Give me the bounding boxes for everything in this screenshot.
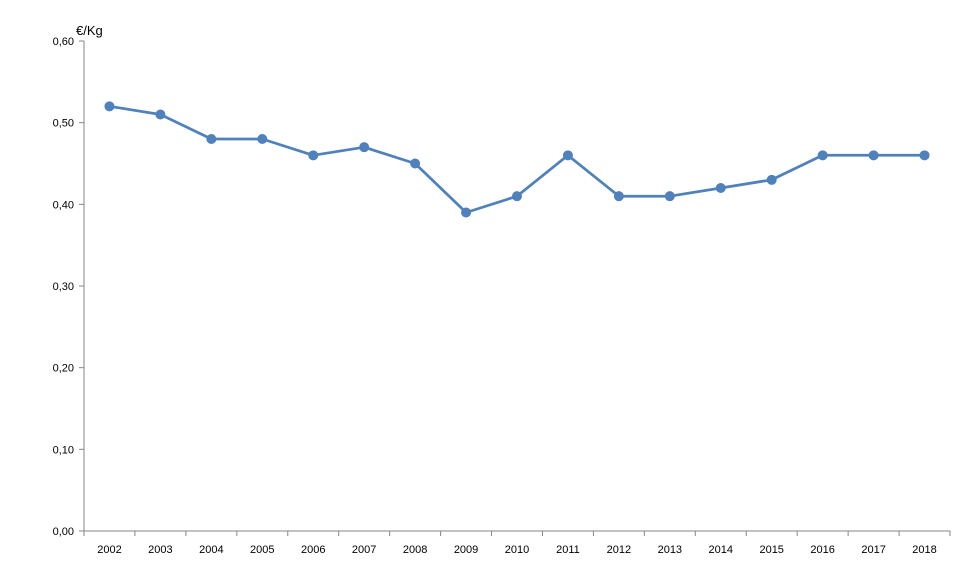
x-tick-label: 2011: [556, 544, 580, 556]
data-point: [766, 174, 777, 185]
data-point: [206, 134, 217, 144]
series-layer: [104, 101, 930, 218]
x-tick-label: 2015: [759, 544, 783, 556]
y-tick-label: 0,20: [53, 363, 74, 375]
y-axis-unit-label: €/Kg: [76, 23, 103, 38]
data-point: [919, 150, 930, 161]
x-tick-label: 2005: [250, 544, 274, 556]
data-point: [104, 101, 115, 112]
data-point: [359, 142, 370, 153]
x-tick-label: 2012: [607, 544, 631, 556]
data-point: [410, 158, 421, 169]
data-point: [664, 191, 675, 202]
data-point: [461, 207, 472, 218]
x-tick-label: 2003: [148, 544, 172, 556]
data-point: [817, 150, 828, 161]
x-tick-label: 2002: [97, 544, 121, 556]
x-tick-label: 2018: [912, 544, 936, 556]
data-point: [257, 134, 268, 144]
data-point: [562, 150, 573, 161]
x-tick-label: 2008: [403, 544, 427, 556]
y-tick-label: 0,60: [53, 36, 74, 48]
y-tick-label: 0,10: [53, 444, 74, 456]
x-tick-label: 2009: [454, 544, 478, 556]
x-tick-label: 2010: [505, 544, 529, 556]
y-tick-label: 0,50: [53, 118, 74, 130]
y-tick-label: 0,30: [53, 281, 74, 293]
y-axis: 0,00 0,10 0,20 0,30 0,40 0,50 0,60: [53, 36, 85, 538]
data-point: [512, 191, 522, 202]
data-point: [308, 150, 319, 161]
data-point: [155, 109, 166, 120]
data-point: [613, 191, 624, 202]
x-axis: 2002 2003 2004 2005 2006 2007 2008 2009 2010 2011…: [83, 530, 951, 556]
y-tick-label: 0,40: [53, 199, 74, 211]
x-tick-label: 2004: [199, 544, 223, 556]
x-tick-label: 2006: [301, 544, 325, 556]
x-tick-label: 2016: [810, 544, 834, 556]
x-tick-label: 2013: [658, 544, 682, 556]
data-point: [868, 150, 879, 161]
x-tick-label: 2014: [709, 544, 733, 556]
x-tick-label: 2007: [352, 544, 376, 556]
x-tick-label: 2017: [861, 544, 885, 556]
y-tick-label: 0,00: [53, 526, 74, 538]
data-point: [715, 183, 726, 193]
